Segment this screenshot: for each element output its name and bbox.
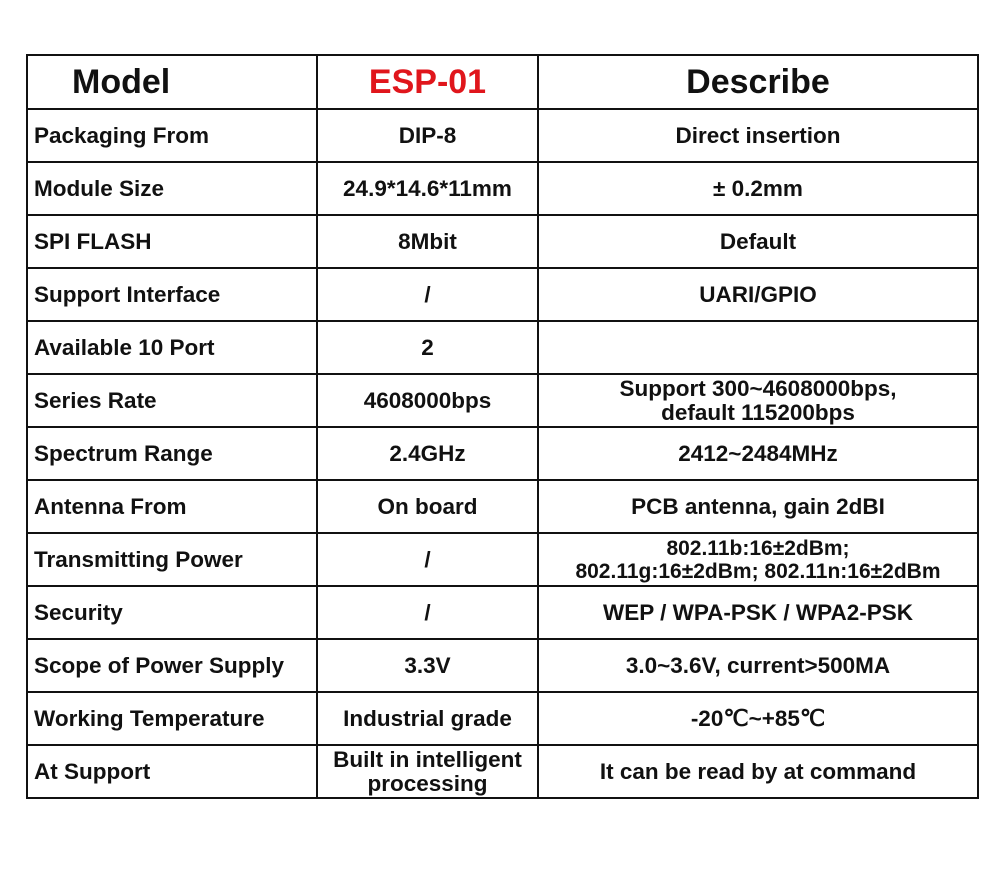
row-describe: It can be read by at command (537, 744, 979, 799)
row-value: DIP-8 (316, 108, 539, 163)
row-name: At Support (26, 744, 318, 799)
table-row: Working Temperature Industrial grade -20℃~… (26, 691, 979, 746)
table-row: Transmitting Power/802.11b:16±2dBm; 802.1… (26, 532, 979, 587)
describe-line-1: 802.11b:16±2dBm; (666, 536, 850, 560)
row-value: 2.4GHz (316, 426, 539, 481)
row-describe: ± 0.2mm (537, 161, 979, 216)
row-name: Module Size (26, 161, 318, 216)
table-row: Packaging From DIP-8 Direct insertion (26, 108, 979, 163)
table-row: Available 10 Port 2 (26, 320, 979, 375)
row-describe: 802.11b:16±2dBm; 802.11g:16±2dBm; 802.11n… (537, 532, 979, 587)
row-describe: Support 300~4608000bps, default 115200bps (537, 373, 979, 428)
spec-table: Model ESP-01 Describe Packaging From DIP-… (26, 54, 979, 799)
row-value: 8Mbit (316, 214, 539, 269)
row-value: / (316, 585, 539, 640)
row-value: Built in intelligent processing (316, 744, 539, 799)
row-name: Series Rate (26, 373, 318, 428)
header-row: Model ESP-01 Describe (26, 54, 979, 110)
row-name: Support Interface (26, 267, 318, 322)
model-header: Model (26, 54, 318, 110)
row-name: Available 10 Port (26, 320, 318, 375)
row-name: Packaging From (26, 108, 318, 163)
row-describe: PCB antenna, gain 2dBI (537, 479, 979, 534)
row-describe: -20℃~+85℃ (537, 691, 979, 746)
row-value: / (316, 267, 539, 322)
row-name: SPI FLASH (26, 214, 318, 269)
value-line-1: Built in intelligent (333, 746, 522, 772)
table-row: SPI FLASH 8Mbit Default (26, 214, 979, 269)
row-name: Transmitting Power (26, 532, 318, 587)
table-row: Series Rate 4608000bps Support 300~4608000… (26, 373, 979, 428)
row-name: Spectrum Range (26, 426, 318, 481)
describe-line-2: 802.11g:16±2dBm; 802.11n:16±2dBm (575, 559, 941, 583)
row-name: Security (26, 585, 318, 640)
row-name: Antenna From (26, 479, 318, 534)
describe-line-1: Support 300~4608000bps, (619, 375, 897, 401)
row-value: 4608000bps (316, 373, 539, 428)
row-describe (537, 320, 979, 375)
row-describe: Direct insertion (537, 108, 979, 163)
table-row: Support Interface / UARI/GPIO (26, 267, 979, 322)
row-value: 3.3V (316, 638, 539, 693)
value-line-2: processing (367, 770, 488, 796)
row-name: Scope of Power Supply (26, 638, 318, 693)
row-value: 2 (316, 320, 539, 375)
row-describe: WEP / WPA-PSK / WPA2-PSK (537, 585, 979, 640)
describe-header: Describe (537, 54, 979, 110)
row-value: 24.9*14.6*11mm (316, 161, 539, 216)
row-value: On board (316, 479, 539, 534)
table-row: Security / WEP / WPA-PSK / WPA2-PSK (26, 585, 979, 640)
describe-line-2: default 115200bps (661, 399, 855, 425)
model-value-header: ESP-01 (316, 54, 539, 110)
row-describe: 2412~2484MHz (537, 426, 979, 481)
table-row: At Support Built in intelligent processing… (26, 744, 979, 799)
table-row: Scope of Power Supply 3.3V 3.0~3.6V, curre… (26, 638, 979, 693)
table-row: Antenna From On board PCB antenna, gain 2d… (26, 479, 979, 534)
row-describe: Default (537, 214, 979, 269)
row-name: Working Temperature (26, 691, 318, 746)
table-row: Spectrum Range 2.4GHz 2412~2484MHz (26, 426, 979, 481)
table-row: Module Size 24.9*14.6*11mm ± 0.2mm (26, 161, 979, 216)
row-value: / (316, 532, 539, 587)
row-describe: UARI/GPIO (537, 267, 979, 322)
row-value: Industrial grade (316, 691, 539, 746)
row-describe: 3.0~3.6V, current>500MA (537, 638, 979, 693)
